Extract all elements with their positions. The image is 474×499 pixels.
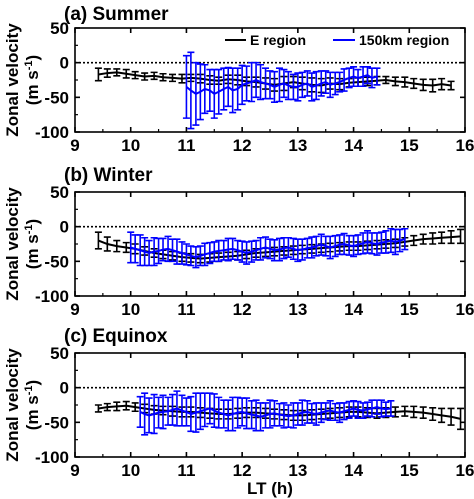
x-tick-label: 11 [177, 461, 195, 480]
legend: E region 150km region [225, 32, 449, 48]
y-tick-label: 50 [50, 19, 69, 38]
x-tick-label: 16 [456, 300, 474, 319]
error-bar [457, 228, 465, 245]
y-tick-label: -100 [35, 448, 69, 467]
ticks-summer: 9 10 11 12 13 14 15 16 50 0 -50 -100 [35, 19, 474, 155]
x-tick-label: 11 [177, 300, 195, 319]
x-tick-label: 14 [344, 461, 363, 480]
x-axis-label: LT (h) [247, 479, 293, 498]
legend-label-150km-region: 150km region [359, 32, 449, 48]
panel-title-summer: (a) Summer [64, 4, 169, 25]
x-tick-label: 13 [288, 136, 307, 155]
y-axis-label-line1-equinox: Zonal velocity [3, 348, 22, 462]
panel-summer: (a) Summer 9 10 11 12 13 14 15 16 50 0 -50 -100 E r… [35, 4, 474, 155]
x-tick-label: 14 [344, 136, 363, 155]
plot-area-equinox [75, 386, 465, 436]
x-tick-label: 9 [70, 136, 79, 155]
x-tick-label: 10 [121, 300, 140, 319]
ticks-equinox: 9 10 11 12 13 14 15 16 50 0 -50 -100 [35, 344, 474, 480]
y-axis-label-line1-summer: Zonal velocity [3, 23, 22, 137]
series-line-150km-region [139, 406, 392, 418]
x-tick-label: 14 [344, 300, 363, 319]
plot-area-summer [75, 51, 465, 130]
series-150km-region-winter [127, 227, 409, 269]
y-tick-label: 0 [60, 218, 69, 237]
y-tick-label: -50 [44, 88, 69, 107]
y-tick-label: -100 [35, 287, 69, 306]
x-tick-label: 12 [233, 461, 252, 480]
x-tick-label: 10 [121, 461, 140, 480]
panel-equinox: (c) Equinox 9 10 11 12 13 14 15 16 50 0 -50 -100 [35, 326, 474, 480]
series-150km-region-summer [182, 51, 381, 130]
error-bar [387, 400, 395, 417]
y-axis-label-line1-winter: Zonal velocity [3, 187, 22, 301]
y-axis-label-line2-winter: (m s-1) [23, 219, 42, 269]
x-tick-label: 16 [456, 136, 474, 155]
x-tick-label: 13 [288, 461, 307, 480]
y-tick-label: 0 [60, 54, 69, 73]
x-tick-label: 15 [400, 300, 419, 319]
error-bar [401, 227, 409, 251]
x-tick-label: 15 [400, 136, 419, 155]
y-tick-label: 50 [50, 344, 69, 363]
y-tick-label: 50 [50, 183, 69, 202]
x-tick-label: 9 [70, 300, 79, 319]
error-bar [94, 231, 102, 250]
legend-label-e-region: E region [250, 32, 306, 48]
panel-title-equinox: (c) Equinox [64, 326, 168, 347]
x-tick-label: 15 [400, 461, 419, 480]
x-tick-label: 12 [233, 300, 252, 319]
panel-winter: (b) Winter 9 10 11 12 13 14 15 16 50 0 -50 -100 [35, 165, 474, 319]
series-line-150km-region [130, 238, 406, 259]
panel-title-winter: (b) Winter [64, 165, 153, 186]
y-axis-label-line2-equinox: (m s-1) [23, 380, 42, 430]
ticks-winter: 9 10 11 12 13 14 15 16 50 0 -50 -100 [35, 183, 474, 319]
x-tick-label: 11 [177, 136, 195, 155]
x-tick-label: 9 [70, 461, 79, 480]
y-axis-label-line2-summer: (m s-1) [23, 55, 42, 105]
x-tick-label: 16 [456, 461, 474, 480]
series-150km-region-equinox [136, 390, 395, 436]
error-bar [457, 407, 465, 431]
x-tick-label: 12 [233, 136, 252, 155]
y-tick-label: -50 [44, 252, 69, 271]
plot-area-winter [75, 225, 465, 269]
y-tick-label: -50 [44, 413, 69, 432]
y-tick-label: 0 [60, 379, 69, 398]
y-tick-label: -100 [35, 123, 69, 142]
x-tick-label: 13 [288, 300, 307, 319]
x-tick-label: 10 [121, 136, 140, 155]
series-line-150km-region [185, 74, 378, 96]
